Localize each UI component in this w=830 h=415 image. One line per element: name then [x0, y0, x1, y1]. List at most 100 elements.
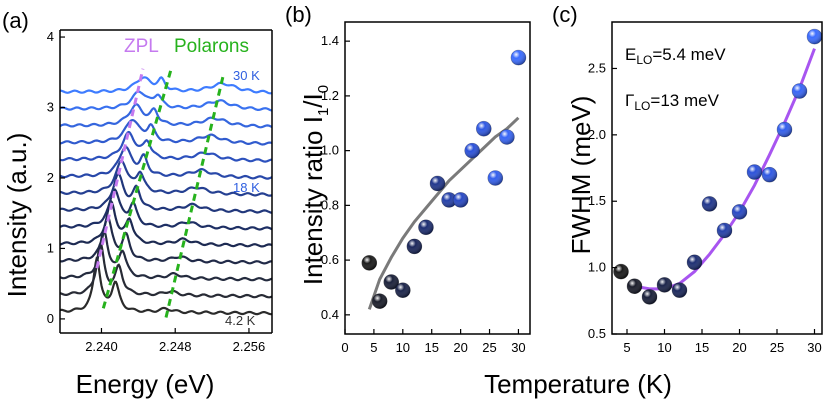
panel-b-data-point-shade [499, 129, 515, 145]
panel-c-data-point-shade [807, 29, 822, 45]
panel-b-ytick-label: 0.4 [321, 307, 339, 322]
panel-b-xtick-label: 30 [511, 340, 525, 355]
gamma-main: Γ [625, 91, 634, 110]
panel-b-data-point-shade [383, 274, 399, 290]
panel-b-data-point-shade [453, 192, 469, 208]
panel-c-xtick-label: 25 [770, 340, 784, 355]
spectrum-line-10 [59, 130, 273, 163]
panel-b-data-point-shade [510, 50, 526, 66]
panel-c-data-point-shade [672, 282, 687, 298]
panel-c-y-ticks: 0.5 1.0 1.5 2.0 2.5 [588, 60, 617, 341]
panel-a-ytick-label: 1 [47, 240, 54, 255]
panel-b-ytick-label: 1.4 [321, 33, 339, 48]
spectrum-line-8 [59, 159, 273, 197]
panel-c-data-point-shade [717, 222, 732, 238]
panel-a-x-ticks: 2.240 2.248 2.256 [85, 328, 265, 354]
panel-a: (a) Intensity (a.u.) Energy (eV) 0 1 2 3 4 2… [2, 8, 273, 399]
panel-b-ylabel: Intensity ratio I1/I0 [298, 85, 332, 285]
panel-a-label: (a) [2, 8, 29, 33]
spectrum-line-3 [59, 229, 273, 282]
panel-b-data-point-shade [441, 192, 457, 208]
panel-a-ytick-label: 0 [47, 311, 54, 326]
panel-c-data-point-shade [732, 204, 747, 220]
panel-b-ytick-label: 1.0 [321, 143, 339, 158]
panel-a-plot [59, 68, 273, 318]
panel-c-xtick-label: 30 [807, 340, 821, 355]
panel-b-data-point-shade [418, 219, 434, 235]
elo-sub: LO [636, 53, 652, 67]
panel-a-y-ticks: 0 1 2 3 4 [47, 29, 65, 326]
panel-c-x-ticks: 5 10 15 20 25 30 [623, 329, 822, 355]
panel-b-xtick-label: 5 [370, 340, 377, 355]
panel-b-data-point-shade [395, 282, 411, 298]
gamma-sub: LO [634, 99, 650, 113]
panel-b-ylabel-slash: /I [298, 93, 328, 107]
gamma-value: =13 meV [650, 91, 719, 110]
panel-b-data-point-shade [476, 121, 492, 137]
panel-b-x-ticks: 0 5 10 15 20 25 30 [341, 329, 526, 355]
elo-value: =5.4 meV [652, 45, 726, 64]
panel-b-data-point-shade [487, 170, 503, 186]
panel-c-plot [613, 28, 823, 305]
panel-b-xtick-label: 20 [453, 340, 467, 355]
temp-18k-label: 18 K [233, 180, 260, 195]
panel-b-ytick-label: 0.8 [321, 197, 339, 212]
panel-c-label: (c) [552, 2, 578, 27]
panel-b-xtick-label: 0 [341, 340, 348, 355]
spectrum-line-5 [59, 199, 273, 248]
panel-b-label: (b) [285, 2, 312, 27]
panel-b-xtick-label: 25 [482, 340, 496, 355]
panel-a-ylabel: Intensity (a.u.) [2, 133, 32, 298]
polaron-guide-line-1 [101, 70, 173, 309]
panel-c-xtick-label: 15 [695, 340, 709, 355]
shared-xlabel: Temperature (K) [484, 369, 672, 399]
panel-c-data-point-shade [702, 196, 717, 212]
panel-b-ylabel-sub1: 1 [315, 108, 332, 116]
panel-b: (b) Intensity ratio I1/I0 0.40.60.81.01.… [285, 2, 531, 355]
panel-c-data-point-shade [627, 278, 642, 294]
panel-b-plot [361, 49, 527, 310]
panel-b-ytick-label: 1.2 [321, 88, 339, 103]
panel-b-xtick-label: 15 [424, 340, 438, 355]
panel-b-data-point-shade [361, 255, 377, 271]
spectrum-line-12 [59, 103, 273, 129]
panel-a-xtick-label: 2.248 [159, 339, 192, 354]
panel-c-data-point-shade [657, 277, 672, 293]
spectrum-line-13 [59, 90, 273, 112]
polarons-label: Polarons [174, 36, 249, 57]
panel-c-ytick-label: 2.0 [588, 127, 606, 142]
panel-c-xtick-label: 5 [623, 340, 630, 355]
spectrum-line-11 [59, 118, 273, 146]
spectrum-line-9 [59, 145, 273, 180]
panel-c-data-point-shade [642, 289, 657, 305]
spectrum-line-2 [59, 240, 273, 299]
panel-c-frame [611, 21, 823, 335]
gamma-annotation: ΓLO=13 meV [625, 91, 720, 113]
panel-b-data-point-shade [372, 293, 388, 309]
panel-c-ytick-label: 1.5 [588, 193, 606, 208]
zpl-guide-line [95, 68, 145, 269]
panel-c-xtick-label: 10 [657, 340, 671, 355]
panel-b-frame [344, 21, 531, 335]
panel-b-ylabel-sub2: 0 [315, 85, 332, 93]
temp-4k-label: 4.2 K [225, 313, 256, 328]
polaron-guide-line-2 [164, 75, 225, 318]
panel-b-data-point-shade [430, 175, 445, 191]
panel-a-xtick-label: 2.256 [233, 339, 266, 354]
panel-c-data-point-shade [777, 122, 792, 138]
panel-a-xlabel: Energy (eV) [76, 369, 215, 399]
panel-a-ytick-label: 4 [47, 29, 54, 44]
panel-b-xtick-label: 10 [396, 340, 410, 355]
panel-c-data-point-shade [687, 254, 702, 270]
panel-c-xtick-label: 20 [732, 340, 746, 355]
spectrum-line-6 [59, 188, 273, 231]
panel-c-ylabel: FWHM (meV) [566, 96, 596, 255]
panel-a-xtick-label: 2.240 [85, 339, 118, 354]
spectrum-line-1 [59, 256, 272, 316]
panel-a-ytick-label: 2 [47, 170, 54, 185]
panel-c: (c) FWHM (meV) 0.5 1.0 1.5 2.0 2.5 5 10 15 20 25… [552, 2, 823, 355]
panel-c-ytick-label: 1.0 [588, 260, 606, 275]
panel-c-data-point-shade [762, 167, 777, 183]
panel-c-data-point-shade [792, 83, 807, 99]
spectrum-line-7 [59, 172, 272, 214]
